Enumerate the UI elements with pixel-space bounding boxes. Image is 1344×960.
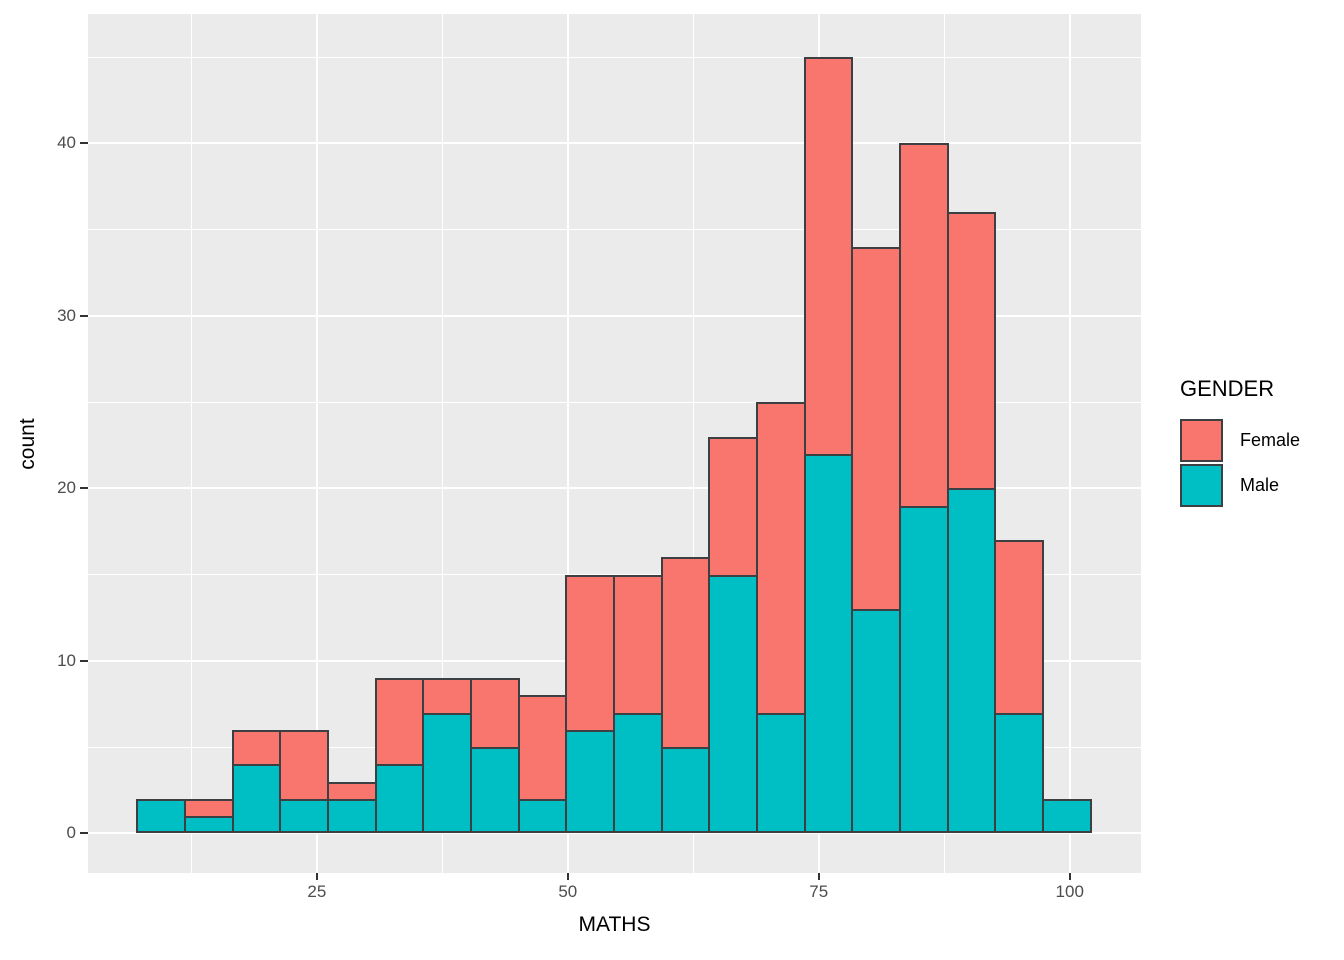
x-minor-gridline — [692, 14, 694, 873]
y-major-gridline — [88, 142, 1141, 145]
x-tick-label: 25 — [307, 882, 327, 901]
bar-segment-male — [1042, 798, 1092, 834]
y-tick-mark — [80, 142, 88, 145]
x-tick-label: 75 — [809, 882, 829, 901]
y-tick-label: 40 — [57, 133, 76, 153]
y-minor-gridline — [88, 401, 1141, 403]
legend-title: GENDER — [1180, 376, 1275, 401]
y-tick-mark — [80, 659, 88, 662]
x-major-gridline — [1068, 14, 1071, 873]
bar-segment-male — [279, 798, 329, 834]
x-tick-mark — [1068, 873, 1071, 880]
legend-key-female-swatch — [1180, 419, 1223, 462]
y-tick-label: 0 — [66, 823, 76, 843]
x-tick-mark — [315, 873, 318, 880]
legend-key-male-swatch — [1180, 464, 1223, 507]
bar-segment-male — [374, 764, 425, 834]
bar-segment-female — [326, 781, 377, 801]
x-minor-gridline — [441, 14, 443, 873]
bar-segment-male — [660, 747, 711, 834]
bar-segment-male — [422, 712, 472, 834]
y-tick-label: 10 — [57, 650, 76, 670]
bar-segment-female — [899, 143, 949, 508]
bar-segment-male — [326, 798, 377, 834]
bar-segment-male — [899, 505, 949, 834]
bar-segment-male — [231, 764, 282, 834]
bar-segment-female — [279, 729, 329, 801]
y-minor-gridline — [88, 56, 1141, 58]
bar-segment-female — [851, 246, 902, 612]
x-tick-label: 100 — [1055, 882, 1084, 901]
x-tick-label: 50 — [558, 882, 578, 901]
y-tick-mark — [80, 314, 88, 317]
bar-segment-male — [136, 798, 186, 834]
legend: GENDER Female Male — [1180, 376, 1300, 509]
y-major-gridline — [88, 487, 1141, 490]
bar-segment-female — [517, 695, 568, 801]
y-major-gridline — [88, 314, 1141, 317]
legend-item-female: Female — [1180, 419, 1300, 462]
legend-label-female: Female — [1240, 430, 1301, 450]
y-axis-title: count — [16, 418, 39, 470]
bar-segment-female — [708, 436, 759, 577]
bar-segment-female — [422, 678, 472, 715]
x-tick-mark — [817, 873, 820, 880]
bar-segment-male — [994, 712, 1045, 834]
bar-segment-male — [708, 574, 759, 834]
bar-segment-female — [946, 212, 997, 491]
bar-segment-female — [374, 678, 425, 767]
bar-segment-male — [756, 712, 806, 834]
bar-segment-female — [756, 402, 806, 715]
x-major-gridline — [315, 14, 318, 873]
bar-segment-female — [565, 574, 615, 732]
x-minor-gridline — [190, 14, 192, 873]
y-tick-label: 20 — [57, 478, 76, 498]
y-tick-mark — [80, 832, 88, 835]
bar-segment-male — [946, 488, 997, 834]
legend-label-male: Male — [1240, 475, 1280, 495]
bar-segment-male — [565, 729, 615, 834]
legend-item-male: Male — [1180, 464, 1300, 507]
bar-segment-male — [851, 609, 902, 834]
bar-segment-female — [469, 678, 520, 750]
bar-segment-male — [183, 816, 234, 834]
x-major-gridline — [566, 14, 569, 873]
bar-segment-male — [612, 712, 663, 834]
bar-segment-female — [994, 540, 1045, 715]
bar-segment-male — [803, 453, 854, 834]
y-tick-label: 30 — [57, 305, 76, 325]
bar-segment-male — [517, 798, 568, 834]
plot-panel — [88, 14, 1141, 873]
y-minor-gridline — [88, 229, 1141, 231]
y-tick-mark — [80, 487, 88, 490]
bar-segment-female — [612, 574, 663, 715]
x-axis-title: MATHS — [578, 913, 651, 936]
bar-segment-male — [469, 747, 520, 834]
bar-segment-female — [231, 729, 282, 767]
bar-segment-female — [803, 57, 854, 456]
y-major-gridline — [88, 832, 1141, 835]
bar-segment-female — [660, 557, 711, 750]
x-tick-mark — [566, 873, 569, 880]
bar-segment-female — [183, 798, 234, 819]
